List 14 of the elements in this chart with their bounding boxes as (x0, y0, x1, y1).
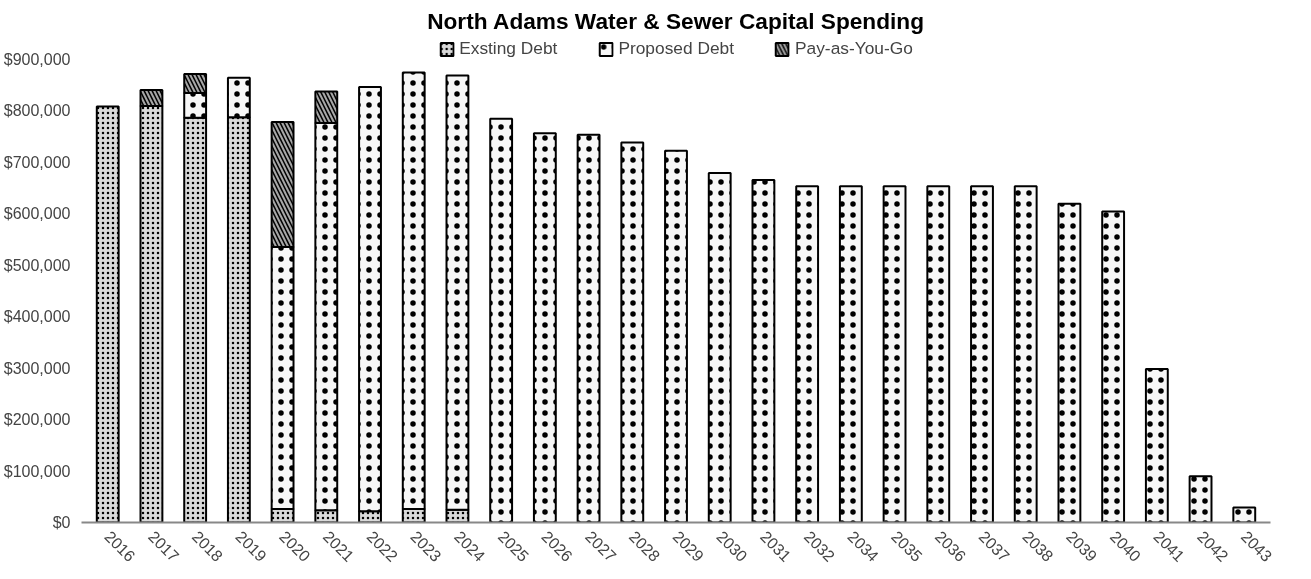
chart-title: North Adams Water & Sewer Capital Spending (427, 7, 925, 34)
y-tick-label: $900,000 (3, 50, 71, 68)
y-tick-label: $0 (52, 514, 71, 531)
y-tick-label: $100,000 (3, 462, 71, 480)
y-tick-label: $200,000 (3, 411, 71, 429)
y-tick-label: $600,000 (3, 205, 71, 223)
y-tick-label: $800,000 (3, 102, 71, 120)
y-tick-label: $500,000 (3, 256, 71, 274)
y-tick-label: $700,000 (3, 153, 71, 171)
y-tick-label: $300,000 (3, 359, 71, 377)
legend-label: Proposed Debt (618, 38, 735, 59)
legend-label: Pay-as-You-Go (795, 38, 913, 59)
y-tick-label: $400,000 (3, 308, 71, 326)
legend-label: Exsting Debt (459, 38, 558, 59)
